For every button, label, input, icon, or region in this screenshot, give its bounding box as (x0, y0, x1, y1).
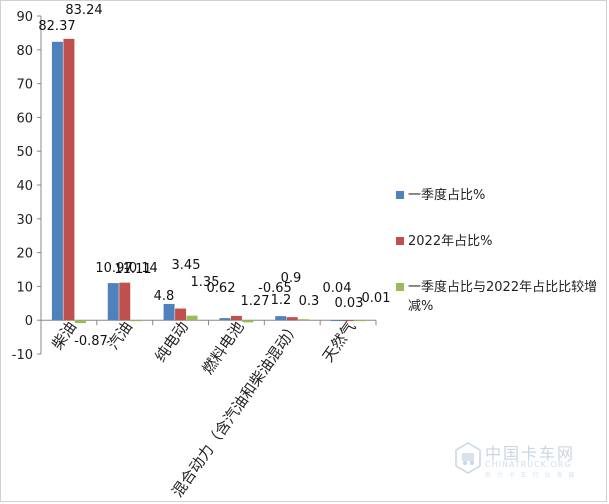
y-tick-label: 80 (16, 44, 33, 59)
data-label: -0.87 (74, 334, 108, 349)
bar (230, 315, 242, 321)
y-tick-label: 10 (16, 280, 33, 295)
bar (275, 316, 287, 321)
data-label: 0.01 (362, 291, 391, 306)
data-label: 0.3 (299, 294, 320, 309)
y-tick-label: 0 (25, 314, 33, 329)
data-label: 83.24 (65, 3, 102, 18)
bar-layer (51, 38, 366, 324)
watermark-slogan: 助 力 卡 车 行 业 发 展 (485, 472, 577, 479)
bar (286, 317, 298, 321)
data-label: 10.97 (95, 261, 132, 276)
label-layer: 82.37 10.97 4.8 0.62 1.2 0.04 83.24 11.11 3.45 1.… (38, 3, 390, 349)
bar (74, 320, 86, 324)
bar (107, 283, 119, 321)
category-label: 天然气 (319, 318, 360, 365)
bar (51, 41, 63, 321)
y-tick-label: 40 (16, 179, 33, 194)
watermark-domain: CHINATRUCK.ORG (485, 460, 572, 469)
legend-label-2022-share: 2022年占比% (408, 234, 493, 249)
data-label: 11.11 (114, 262, 151, 277)
bar (119, 282, 131, 321)
legend-swatch-q1-share (396, 191, 404, 199)
data-label: 1.2 (271, 293, 292, 308)
bar (186, 315, 198, 321)
truck-icon (455, 442, 481, 474)
watermark-name: 中国卡车网 (485, 444, 576, 463)
y-tick-label: 30 (16, 213, 33, 228)
bar (130, 320, 142, 322)
bar (342, 320, 354, 322)
data-label: 4.8 (154, 289, 175, 304)
y-tick-label: 50 (16, 145, 33, 160)
y-tick-label: -10 (12, 348, 33, 363)
legend-item-2022-share: 2022年占比% (396, 232, 603, 251)
bar (63, 38, 75, 321)
legend-item-q1-share: 一季度占比% (396, 186, 603, 205)
category-label: 燃料电池 (199, 318, 248, 377)
y-tick-label: 90 (16, 10, 33, 25)
axis-layer: -10 0 10 20 30 40 50 60 70 80 90 (12, 10, 377, 363)
bar (163, 303, 175, 321)
legend-label-q1-share: 一季度占比% (408, 188, 486, 203)
legend-swatch-2022-share (396, 237, 404, 245)
bar (331, 320, 343, 322)
y-tick-label: 20 (16, 247, 33, 262)
data-label: 0.04 (323, 281, 352, 296)
legend-item-change: 一季度占比与2022年占比比较增减% (396, 278, 603, 316)
bar (298, 319, 310, 321)
category-label: 混合动力（含汽油和柴油混动） (168, 318, 303, 500)
data-label: -0.65 (258, 281, 292, 296)
category-label: 汽油 (104, 318, 136, 353)
y-tick-label: 70 (16, 78, 33, 93)
bar (175, 308, 187, 321)
bar (242, 320, 254, 323)
data-label: 0.62 (207, 281, 236, 296)
data-label: 0.9 (281, 271, 302, 286)
legend-label-change: 一季度占比与2022年占比比较增减% (408, 280, 598, 314)
watermark-logo: 中国卡车网 CHINATRUCK.ORG 助 力 卡 车 行 业 发 展 (455, 440, 585, 480)
data-label: 0.03 (335, 296, 364, 311)
legend-swatch-change (396, 283, 404, 291)
data-label: 82.37 (38, 19, 75, 34)
data-label: 1.35 (191, 275, 220, 290)
y-tick-label: 60 (16, 111, 33, 126)
category-label: 纯电动 (151, 318, 192, 365)
data-label: 1.27 (241, 294, 270, 309)
data-label: -0.14 (124, 261, 158, 276)
data-label: 3.45 (172, 258, 201, 273)
bar (219, 318, 231, 321)
bar (354, 320, 366, 322)
